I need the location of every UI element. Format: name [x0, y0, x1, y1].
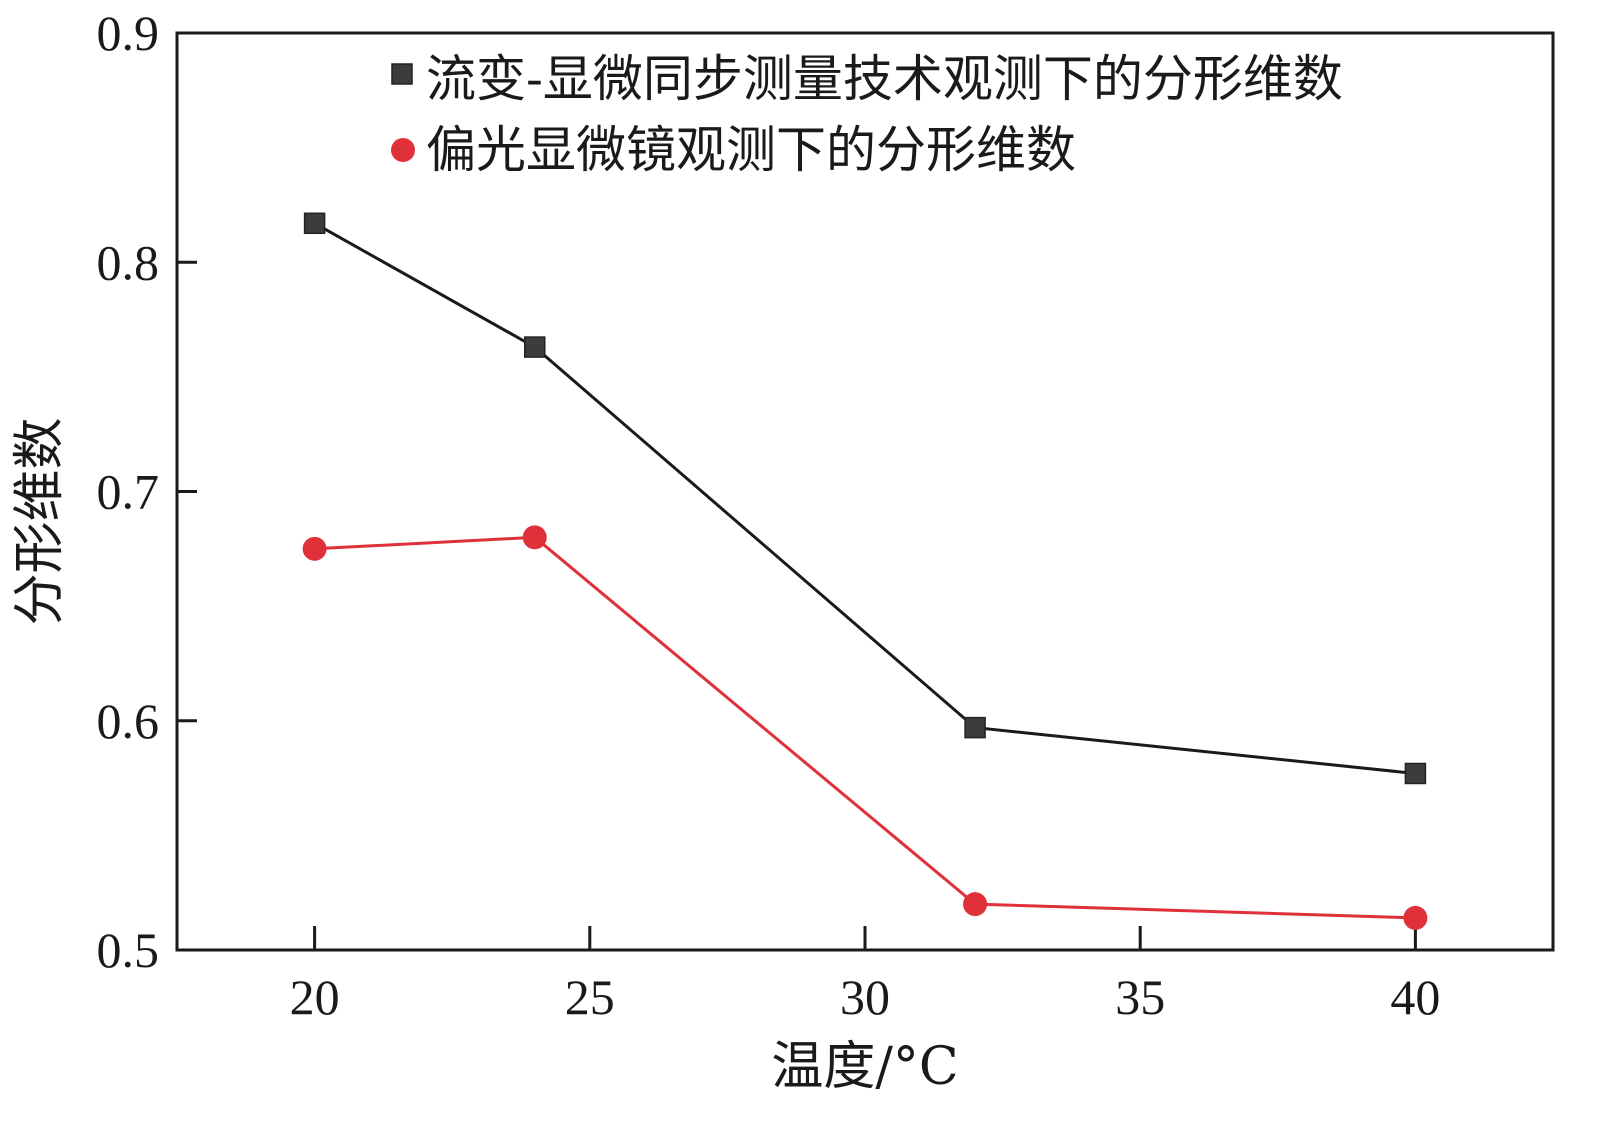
x-tick-label: 30	[840, 969, 890, 1025]
series-1-point	[303, 212, 326, 235]
x-axis-title: 温度/°C	[771, 1037, 958, 1097]
legend-circle-marker-icon	[391, 138, 415, 162]
series-2-point	[1403, 905, 1428, 930]
series-2-point	[963, 892, 988, 917]
legend-square-marker-icon	[391, 63, 413, 85]
legend-entry-series-1: 流变-显微同步测量技术观测下的分形维数	[391, 50, 1343, 108]
series-1-point	[524, 336, 546, 358]
legend-entry-series-2: 偏光显微镜观测下的分形维数	[391, 121, 1076, 179]
series-layer	[302, 212, 1428, 930]
series-2-line	[314, 535, 1416, 920]
series-1-point	[964, 716, 986, 739]
y-axis: 0.5 0.6 0.7 0.8 0.9	[97, 5, 197, 978]
y-tick-label: 0.9	[97, 5, 160, 61]
legend-label-series-2: 偏光显微镜观测下的分形维数	[426, 121, 1076, 179]
x-tick-label: 40	[1390, 969, 1440, 1025]
legend: 流变-显微同步测量技术观测下的分形维数 偏光显微镜观测下的分形维数	[391, 50, 1343, 179]
y-tick-label: 0.5	[97, 922, 160, 978]
series-2-point	[522, 525, 547, 550]
y-tick-label: 0.8	[97, 234, 160, 290]
series-1-line	[313, 221, 1416, 775]
x-tick-label: 20	[290, 969, 340, 1025]
series-2-point	[302, 536, 327, 561]
legend-label-series-1: 流变-显微同步测量技术观测下的分形维数	[426, 50, 1343, 108]
y-tick-label: 0.6	[97, 693, 160, 749]
x-tick-label: 25	[565, 969, 615, 1025]
y-axis-title: 分形维数	[10, 417, 70, 625]
x-axis: 20 25 30 35 40	[290, 926, 1440, 1025]
y-tick-label: 0.7	[97, 464, 160, 520]
x-tick-label: 35	[1115, 969, 1165, 1025]
series-1-point	[1404, 762, 1427, 785]
